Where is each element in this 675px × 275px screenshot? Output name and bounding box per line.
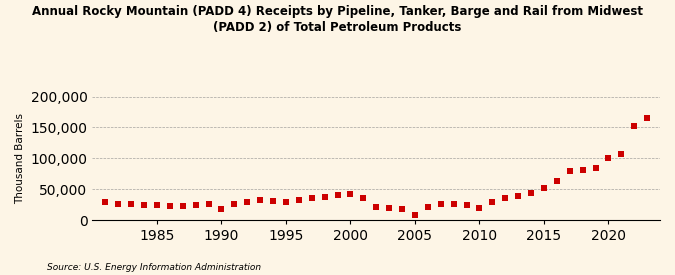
Point <box>513 194 524 198</box>
Y-axis label: Thousand Barrels: Thousand Barrels <box>15 113 25 204</box>
Point <box>603 156 614 161</box>
Point <box>487 200 497 204</box>
Point <box>461 203 472 207</box>
Point <box>294 198 304 202</box>
Point <box>551 179 562 184</box>
Point <box>113 202 124 206</box>
Point <box>203 202 214 207</box>
Point <box>332 193 343 197</box>
Point <box>178 204 188 208</box>
Point <box>242 200 252 204</box>
Point <box>190 202 201 207</box>
Point <box>397 207 408 211</box>
Point <box>423 205 433 209</box>
Point <box>306 196 317 200</box>
Point <box>229 202 240 206</box>
Text: Source: U.S. Energy Information Administration: Source: U.S. Energy Information Administ… <box>47 263 261 272</box>
Point <box>100 200 111 205</box>
Point <box>126 202 136 207</box>
Point <box>410 213 421 217</box>
Point <box>267 199 278 203</box>
Point <box>345 192 356 196</box>
Point <box>165 204 176 208</box>
Point <box>642 116 653 120</box>
Point <box>383 206 394 210</box>
Point <box>448 202 459 206</box>
Point <box>500 195 510 200</box>
Point <box>526 191 537 196</box>
Point <box>590 166 601 170</box>
Point <box>371 205 381 210</box>
Point <box>539 186 549 191</box>
Point <box>319 195 330 199</box>
Point <box>151 203 162 207</box>
Point <box>616 151 626 156</box>
Point <box>358 196 369 200</box>
Text: Annual Rocky Mountain (PADD 4) Receipts by Pipeline, Tanker, Barge and Rail from: Annual Rocky Mountain (PADD 4) Receipts … <box>32 6 643 34</box>
Point <box>629 123 640 128</box>
Point <box>435 202 446 207</box>
Point <box>474 206 485 210</box>
Point <box>254 198 265 202</box>
Point <box>564 169 575 173</box>
Point <box>577 168 588 172</box>
Point <box>281 199 292 204</box>
Point <box>138 202 149 207</box>
Point <box>216 207 227 211</box>
